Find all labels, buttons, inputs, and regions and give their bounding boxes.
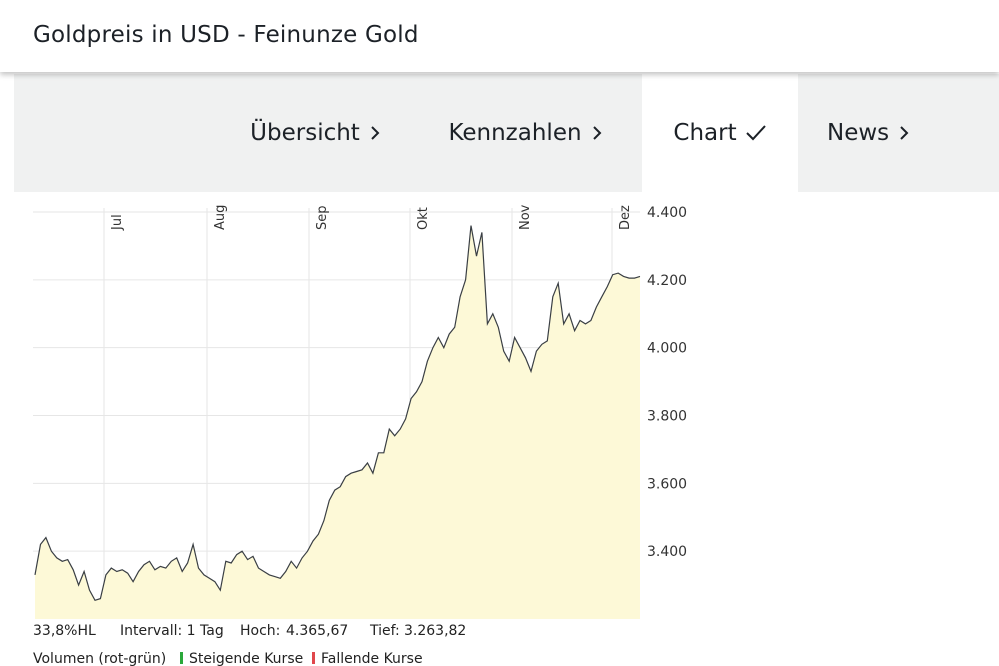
y-axis-labels: 3.400 3.600 3.800 4.000 4.200 4.400: [647, 205, 687, 560]
tab-chart-label: Chart: [673, 120, 737, 146]
chevron-right-icon: [900, 126, 909, 140]
y-tick-label: 3.800: [647, 409, 687, 425]
tab-metrics[interactable]: Kennzahlen: [436, 74, 616, 192]
tab-news-label: News: [827, 120, 890, 146]
chevron-right-icon: [371, 126, 380, 140]
red-bar-icon: [312, 652, 315, 664]
y-tick-label: 3.600: [647, 476, 687, 492]
page-title: Goldpreis in USD - Feinunze Gold: [33, 22, 419, 48]
checkmark-icon: [745, 125, 766, 141]
month-label: Okt: [416, 207, 431, 230]
interval-label[interactable]: Intervall: 1 Tag: [120, 623, 224, 639]
tab-bar: Übersicht Kennzahlen Chart News: [14, 74, 999, 192]
y-tick-label: 4.000: [647, 341, 687, 357]
tab-overview[interactable]: Übersicht: [236, 74, 396, 192]
tab-chart[interactable]: Chart: [642, 74, 798, 192]
chevron-right-icon: [592, 126, 601, 140]
low-value: 3.263,82: [404, 623, 467, 639]
price-area: [35, 225, 640, 619]
month-label: Nov: [518, 204, 533, 230]
tab-metrics-label: Kennzahlen: [448, 120, 582, 146]
price-line: [34, 225, 641, 602]
tab-news[interactable]: News: [798, 74, 918, 192]
low-label: Tief:: [370, 623, 400, 639]
x-axis-labels: Jul Aug Sep Okt Nov Dez: [110, 204, 633, 231]
y-tick-label: 4.200: [647, 273, 687, 289]
month-label: Sep: [315, 205, 330, 230]
hl-indicator: 33,8%HL: [33, 623, 96, 639]
month-label: Aug: [213, 205, 228, 230]
month-label: Dez: [618, 205, 633, 230]
falling-legend: Fallende Kurse: [312, 651, 423, 666]
y-tick-label: 4.400: [647, 205, 687, 221]
high-label: Hoch:: [240, 623, 281, 639]
tab-overview-label: Übersicht: [250, 120, 360, 146]
y-tick-label: 3.400: [647, 544, 687, 560]
green-bar-icon: [180, 652, 183, 664]
page-header: Goldpreis in USD - Feinunze Gold: [0, 0, 999, 72]
high-value: 4.365,67: [286, 623, 349, 639]
price-chart-svg: Jul Aug Sep Okt Nov Dez 3.400 3.600 3.800 4.000 4…: [33, 204, 687, 619]
month-label: Jul: [110, 214, 125, 231]
volume-legend: Volumen (rot-grün): [33, 651, 167, 666]
price-chart[interactable]: Jul Aug Sep Okt Nov Dez 3.400 3.600 3.800 4.000 4…: [0, 198, 720, 628]
rising-legend: Steigende Kurse: [180, 651, 303, 666]
